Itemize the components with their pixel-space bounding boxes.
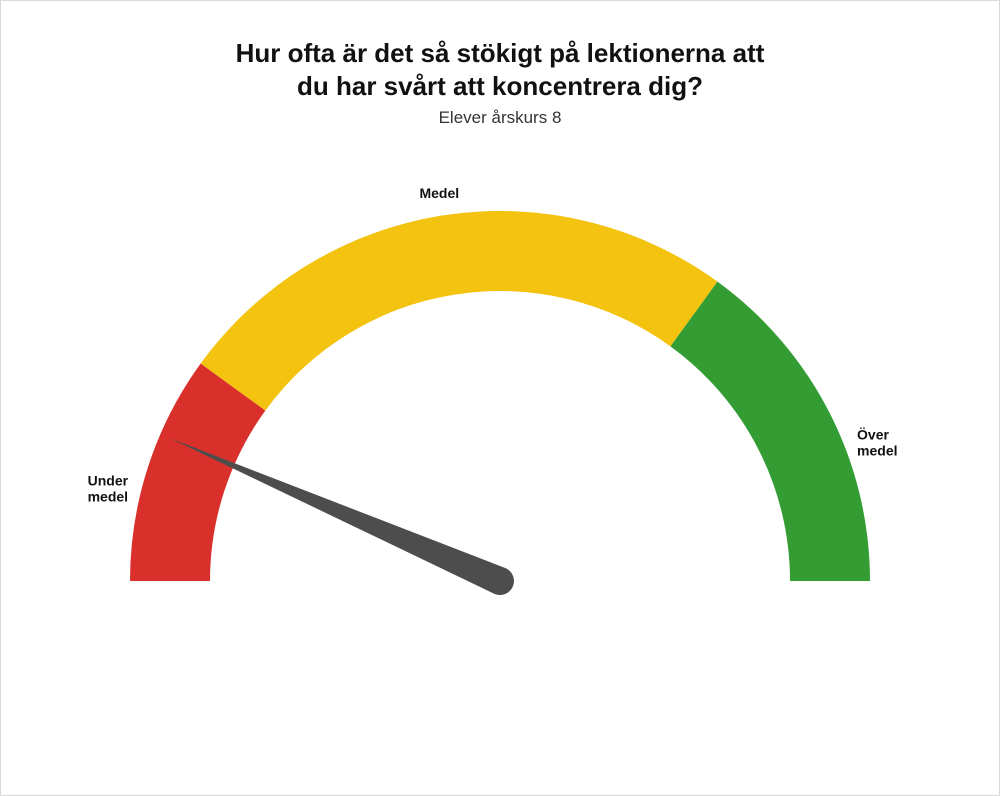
gauge-segment-1 [201, 211, 718, 411]
gauge-container: Undermedel Medel Övermedel [1, 171, 999, 641]
gauge-chart: Undermedel Medel Övermedel [40, 171, 960, 641]
gauge-needle [170, 438, 514, 595]
chart-frame: Hur ofta är det så stökigt på lektionern… [0, 0, 1000, 796]
chart-subtitle: Elever årskurs 8 [1, 108, 999, 128]
gauge-segment-2 [670, 282, 870, 581]
gauge-label-1: Medel [419, 185, 459, 201]
gauge-label-2: Övermedel [857, 427, 897, 459]
title-block: Hur ofta är det så stökigt på lektionern… [1, 37, 999, 128]
gauge-label-0: Undermedel [88, 473, 129, 505]
chart-title: Hur ofta är det så stökigt på lektionern… [1, 37, 999, 102]
